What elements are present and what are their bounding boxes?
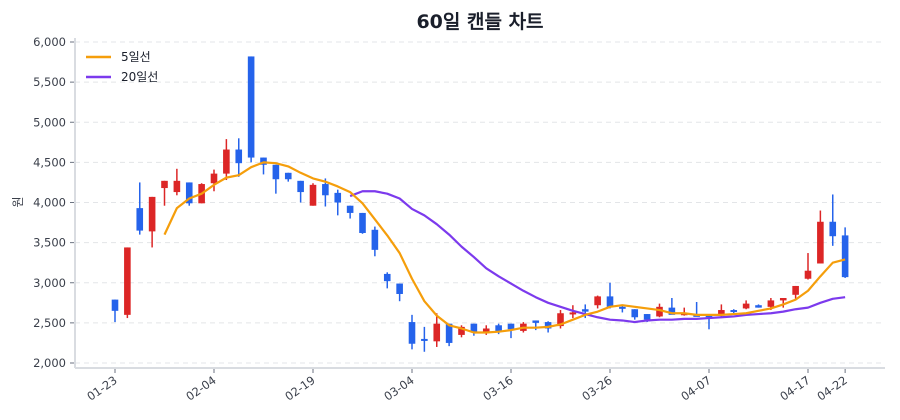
- x-tick-label: 04-17: [777, 373, 812, 404]
- candle-down: [841, 227, 849, 278]
- candle-down: [730, 309, 738, 314]
- candle-down: [136, 182, 144, 235]
- candle-down: [322, 178, 329, 207]
- candle-down: [606, 282, 614, 309]
- grid-lines: [75, 41, 885, 364]
- candle-down: [421, 326, 428, 352]
- candle-up: [804, 253, 812, 280]
- candle-down: [755, 304, 762, 308]
- y-tick-label: 3,000: [33, 276, 66, 290]
- x-tick-label: 03-16: [480, 373, 515, 404]
- candle-down: [408, 314, 416, 350]
- y-axis: 2,000 2,500 3,000 3,500 4,000 4,500 5,000 5,500…: [33, 35, 76, 370]
- candle-up: [161, 180, 168, 206]
- x-tick-label: 04-22: [814, 373, 849, 404]
- y-axis-label: 원: [11, 196, 25, 207]
- candle-down: [359, 212, 366, 234]
- candle-up: [594, 295, 601, 309]
- candle-down: [111, 299, 119, 323]
- y-tick-label: 2,500: [33, 316, 66, 330]
- chart-title: 60일 캔들 차트: [416, 11, 543, 33]
- legend-label-ma5: 5일선: [121, 50, 151, 64]
- candle-down: [829, 194, 837, 246]
- candle-up: [779, 297, 787, 308]
- candle-down: [619, 305, 626, 313]
- x-axis: 01-23 02-04 02-19 03-04 03-16 03-26 04-07 04-17…: [75, 367, 885, 404]
- y-tick-label: 6,000: [33, 35, 66, 49]
- candle-up: [817, 210, 824, 264]
- candle-down: [383, 272, 391, 289]
- y-tick-label: 5,000: [33, 115, 66, 129]
- legend: 5일선 20일선: [86, 50, 158, 84]
- candle-down: [705, 314, 713, 330]
- x-tick-label: 04-07: [678, 373, 713, 404]
- candle-down: [445, 323, 453, 347]
- candle-down: [396, 283, 403, 302]
- ma20-line: [349, 190, 846, 324]
- candle-up: [742, 300, 750, 310]
- candle-down: [297, 180, 304, 203]
- candle-down: [631, 309, 639, 320]
- candle-down: [272, 164, 280, 194]
- candle-up: [309, 183, 317, 206]
- x-tick-label: 01-23: [84, 373, 119, 404]
- candles: [111, 56, 849, 352]
- candle-down: [668, 297, 676, 315]
- y-tick-label: 4,500: [33, 155, 66, 169]
- candle-up: [148, 196, 156, 248]
- legend-label-ma20: 20일선: [121, 70, 158, 84]
- candle-up: [223, 139, 230, 181]
- candle-down: [185, 182, 193, 206]
- candle-up: [458, 325, 465, 338]
- candle-down: [284, 172, 292, 182]
- candle-up: [173, 168, 181, 196]
- x-tick-label: 02-19: [282, 373, 317, 404]
- candle-down: [470, 323, 478, 336]
- y-tick-label: 2,000: [33, 356, 66, 370]
- candle-down: [346, 205, 354, 219]
- candle-down: [334, 189, 342, 216]
- x-tick-label: 03-26: [579, 373, 614, 404]
- candle-up: [124, 247, 131, 319]
- candle-down: [371, 226, 379, 257]
- x-tick-label: 02-04: [183, 373, 218, 404]
- y-tick-label: 3,500: [33, 236, 66, 250]
- moving-average-lines: [163, 161, 846, 334]
- y-tick-label: 4,000: [33, 196, 66, 210]
- candle-up: [792, 285, 799, 299]
- ma5-line: [163, 161, 846, 334]
- candle-down: [260, 157, 267, 175]
- candle-up: [433, 313, 441, 347]
- x-tick-label: 03-04: [381, 373, 416, 404]
- candle-down: [247, 56, 255, 163]
- y-tick-label: 5,500: [33, 75, 66, 89]
- candle-down: [235, 138, 243, 177]
- candle-up: [210, 169, 218, 192]
